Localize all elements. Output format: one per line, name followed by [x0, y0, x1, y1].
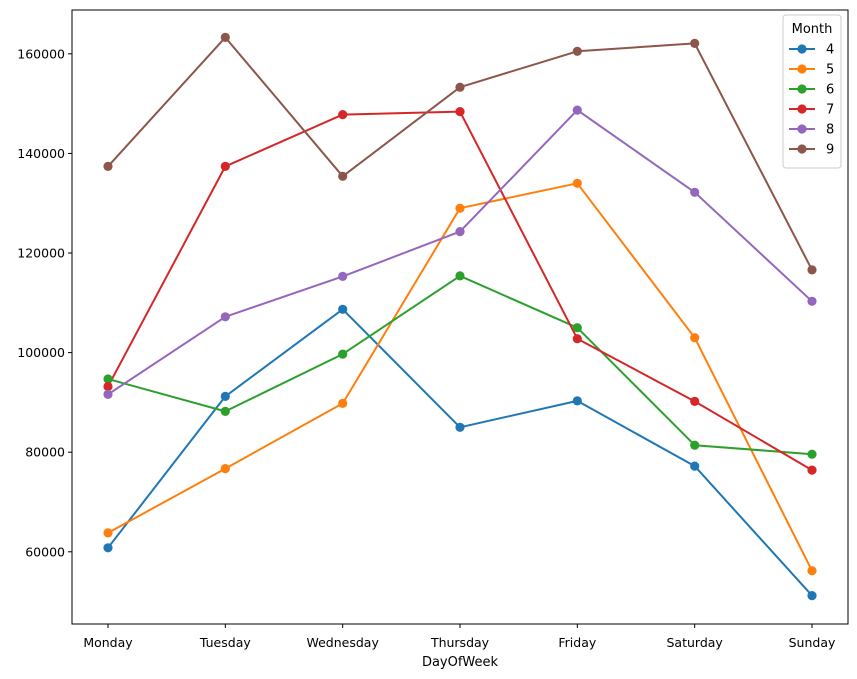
series-9-point — [455, 82, 465, 92]
x-tick-label: Thursday — [430, 635, 490, 650]
series-5-point — [455, 203, 465, 213]
series-5-point — [690, 333, 700, 343]
series-4-point — [338, 304, 348, 314]
plot-area-frame — [71, 9, 849, 625]
x-tick-label: Tuesday — [199, 635, 251, 650]
series-4-line — [107, 308, 813, 597]
legend-marker-4 — [797, 44, 807, 54]
series-4-point — [103, 543, 113, 553]
legend-label-8: 8 — [826, 123, 834, 138]
series-7-point — [807, 465, 817, 475]
series-8-point — [220, 312, 230, 322]
series-5-point — [338, 398, 348, 408]
legend-label-4: 4 — [826, 43, 834, 58]
series-7-line — [107, 110, 813, 472]
x-tick-label: Friday — [558, 635, 596, 650]
x-tick-label: Sunday — [789, 635, 836, 650]
series-4-point — [455, 422, 465, 432]
series-8-point — [338, 271, 348, 281]
series-9-point — [220, 32, 230, 43]
series-9-point — [103, 161, 113, 171]
legend-entries: 4 5 6 7 8 9 — [789, 43, 834, 158]
series-8-point — [455, 227, 465, 237]
series-4-point — [690, 461, 700, 471]
series-6-point — [455, 271, 465, 281]
series-5-point — [572, 178, 582, 188]
series-7-point — [455, 107, 465, 117]
legend-label-6: 6 — [826, 83, 834, 98]
series-6-point — [220, 406, 230, 416]
series-7-point — [103, 381, 113, 392]
legend-label-9: 9 — [826, 143, 834, 158]
x-tick-label: Wednesday — [306, 635, 379, 650]
series-9-point — [572, 46, 582, 56]
series-9-point — [690, 38, 700, 49]
series-9-point — [807, 265, 817, 275]
series-6-point — [338, 349, 348, 359]
series-4-point — [220, 391, 230, 401]
y-tick-label: 60000 — [25, 544, 65, 559]
legend-marker-8 — [797, 124, 807, 134]
series-5-line — [107, 182, 813, 572]
series-6-point — [103, 374, 113, 384]
series-lines-layer — [107, 36, 813, 597]
legend-marker-9 — [797, 144, 807, 154]
y-tick-label: 140000 — [17, 146, 65, 161]
x-axis-label: DayOfWeek — [422, 655, 499, 670]
series-8-point — [807, 296, 817, 306]
series-4-point — [572, 396, 582, 406]
y-tick-label: 100000 — [17, 345, 65, 360]
series-5-point — [807, 566, 817, 576]
series-7-point — [338, 110, 348, 120]
y-tick-label: 160000 — [17, 46, 65, 61]
series-8-point — [103, 389, 113, 399]
legend-marker-6 — [797, 84, 807, 94]
series-5-point — [220, 464, 230, 474]
series-7-point — [690, 396, 700, 406]
legend: Month 4 5 6 7 8 9 — [782, 14, 842, 169]
y-tick-label: 80000 — [25, 445, 65, 460]
legend-label-5: 5 — [826, 63, 834, 78]
y-axis: 60000 80000 100000 120000 140000 160000 — [17, 46, 72, 559]
x-tick-label: Saturday — [666, 635, 723, 650]
series-4-point — [807, 591, 817, 601]
series-8-point — [690, 187, 700, 197]
series-7-point — [220, 161, 230, 171]
x-axis: Monday Tuesday Wednesday Thursday Friday Satu… — [83, 624, 836, 650]
legend-marker-7 — [797, 104, 807, 114]
series-7-point — [572, 334, 582, 344]
legend-marker-5 — [797, 64, 807, 74]
y-tick-label: 120000 — [17, 246, 65, 261]
series-6-point — [572, 323, 582, 333]
x-tick-label: Monday — [83, 635, 133, 650]
series-markers-layer — [103, 32, 817, 601]
series-6-point — [690, 440, 700, 450]
series-6-point — [807, 449, 817, 459]
series-9-point — [338, 171, 348, 181]
series-5-point — [103, 528, 113, 538]
series-8-point — [572, 105, 582, 115]
legend-label-7: 7 — [826, 103, 834, 118]
series-8-line — [107, 109, 813, 396]
legend-title: Month — [792, 22, 833, 37]
